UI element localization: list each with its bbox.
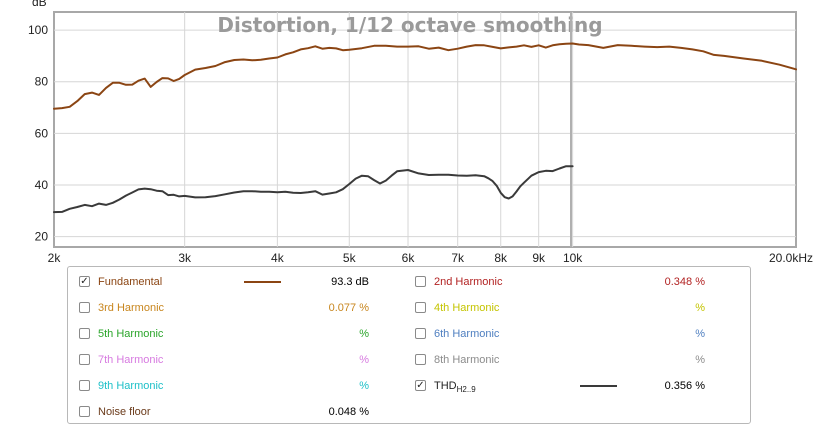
y-tick-label: 20	[35, 230, 49, 244]
y-tick-label: 40	[35, 178, 49, 192]
x-tick-label: 5k	[343, 251, 357, 262]
fundamental-label: Fundamental	[98, 276, 163, 288]
4th-harmonic-checkbox[interactable]	[415, 302, 426, 313]
y-tick-label: 100	[28, 23, 48, 37]
thd-label-subscript: H2..9	[456, 385, 476, 394]
3rd-harmonic-checkbox[interactable]	[79, 302, 90, 313]
4th-harmonic-value: %	[695, 302, 705, 314]
x-tick-label: 20.0kHz	[769, 251, 813, 262]
x-tick-label: 10k	[563, 251, 583, 262]
legend-item-thd[interactable]: ✓ THDH2..9 0.356 %	[415, 376, 715, 396]
6th-harmonic-value: %	[695, 328, 705, 340]
x-tick-label: 6k	[402, 251, 416, 262]
4th-harmonic-label: 4th Harmonic	[434, 302, 500, 314]
8th-harmonic-value: %	[695, 354, 705, 366]
5th-harmonic-value: %	[359, 328, 369, 340]
noise-floor-label: Noise floor	[98, 406, 151, 418]
x-tick-label: 8k	[494, 251, 508, 262]
2nd-harmonic-label: 2nd Harmonic	[434, 276, 503, 288]
thd-line-swatch	[580, 385, 617, 387]
7th-harmonic-label: 7th Harmonic	[98, 354, 164, 366]
legend-item-3rd-harmonic[interactable]: 3rd Harmonic 0.077 %	[79, 298, 379, 318]
thd-label-main: THD	[434, 380, 457, 392]
x-tick-label: 4k	[271, 251, 285, 262]
7th-harmonic-checkbox[interactable]	[79, 354, 90, 365]
series-line-fundamental	[53, 42, 797, 110]
2nd-harmonic-value: 0.348 %	[664, 276, 705, 288]
legend-item-2nd-harmonic[interactable]: 2nd Harmonic 0.348 %	[415, 272, 715, 292]
3rd-harmonic-value: 0.077 %	[328, 302, 369, 314]
legend-item-7th-harmonic[interactable]: 7th Harmonic %	[79, 350, 379, 370]
7th-harmonic-value: %	[359, 354, 369, 366]
legend-item-4th-harmonic[interactable]: 4th Harmonic %	[415, 298, 715, 318]
thd-value: 0.356 %	[664, 380, 705, 392]
legend-panel: ✓ Fundamental 93.3 dB 2nd Harmonic 0.348…	[67, 266, 751, 424]
9th-harmonic-checkbox[interactable]	[79, 380, 90, 391]
9th-harmonic-label: 9th Harmonic	[98, 380, 164, 392]
legend-item-9th-harmonic[interactable]: 9th Harmonic %	[79, 376, 379, 396]
8th-harmonic-label: 8th Harmonic	[434, 354, 500, 366]
distortion-chart: 2k 3k 4k 5k 6k 7k 8k 9k 10k 20.0kHz 20 40 60 80 100 d…	[28, 0, 813, 262]
3rd-harmonic-label: 3rd Harmonic	[98, 302, 165, 314]
x-tick-label: 2k	[48, 251, 62, 262]
thd-checkbox[interactable]: ✓	[415, 380, 426, 391]
legend-item-noise-floor[interactable]: Noise floor 0.048 %	[79, 402, 379, 422]
fundamental-line-swatch	[244, 281, 281, 283]
y-axis-unit-label: dB	[32, 0, 47, 9]
fundamental-value: 93.3 dB	[331, 276, 369, 288]
fundamental-checkbox[interactable]: ✓	[79, 276, 90, 287]
legend-item-8th-harmonic[interactable]: 8th Harmonic %	[415, 350, 715, 370]
thd-label: THDH2..9	[434, 376, 476, 400]
5th-harmonic-label: 5th Harmonic	[98, 328, 164, 340]
grid	[54, 12, 796, 247]
5th-harmonic-checkbox[interactable]	[79, 328, 90, 339]
y-tick-label: 80	[35, 75, 49, 89]
x-tick-label: 9k	[532, 251, 546, 262]
6th-harmonic-label: 6th Harmonic	[434, 328, 500, 340]
series	[53, 42, 797, 214]
x-tick-label: 3k	[178, 251, 192, 262]
x-axis-ticks: 2k 3k 4k 5k 6k 7k 8k 9k 10k 20.0kHz	[48, 251, 813, 262]
series-line-thd	[53, 165, 574, 214]
y-tick-label: 60	[35, 126, 49, 140]
y-axis-ticks: 20 40 60 80 100	[28, 23, 48, 244]
9th-harmonic-value: %	[359, 380, 369, 392]
chart-title: Distortion, 1/12 octave smoothing	[217, 13, 602, 37]
legend-item-6th-harmonic[interactable]: 6th Harmonic %	[415, 324, 715, 344]
2nd-harmonic-checkbox[interactable]	[415, 276, 426, 287]
x-tick-label: 7k	[451, 251, 465, 262]
noise-floor-checkbox[interactable]	[79, 406, 90, 417]
plot-area	[53, 11, 797, 248]
6th-harmonic-checkbox[interactable]	[415, 328, 426, 339]
legend-item-fundamental[interactable]: ✓ Fundamental 93.3 dB	[79, 272, 379, 292]
noise-floor-value: 0.048 %	[328, 406, 369, 418]
8th-harmonic-checkbox[interactable]	[415, 354, 426, 365]
legend-item-5th-harmonic[interactable]: 5th Harmonic %	[79, 324, 379, 344]
